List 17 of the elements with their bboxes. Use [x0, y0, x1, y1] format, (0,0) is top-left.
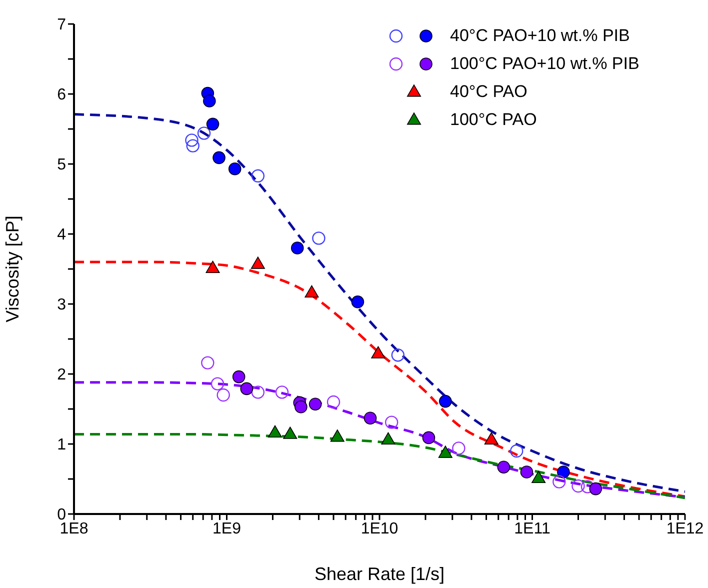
x-tick-label: 1E11 [514, 520, 550, 538]
x-axis-title: Shear Rate [1/s] [314, 564, 445, 584]
x-tick-label: 1E9 [212, 520, 242, 538]
y-tick-label: 4 [57, 226, 66, 244]
legend-label: 40°C PAO+10 wt.% PIB [450, 26, 630, 46]
legend-label: 100°C PAO+10 wt.% PIB [450, 54, 640, 74]
legend-label: 100°C PAO [450, 110, 537, 130]
x-tick-label: 1E10 [360, 520, 398, 538]
y-tick-label: 6 [57, 86, 66, 104]
y-tick-label: 5 [57, 156, 66, 174]
y-tick-label: 1 [57, 436, 66, 454]
y-tick-label: 7 [57, 16, 66, 34]
y-axis-title: Viscosity [cP] [2, 216, 22, 322]
x-tick-label: 1E12 [666, 520, 704, 538]
y-tick-label: 2 [57, 366, 66, 384]
y-tick-label: 3 [57, 296, 66, 314]
legend-label: 40°C PAO [450, 82, 528, 102]
